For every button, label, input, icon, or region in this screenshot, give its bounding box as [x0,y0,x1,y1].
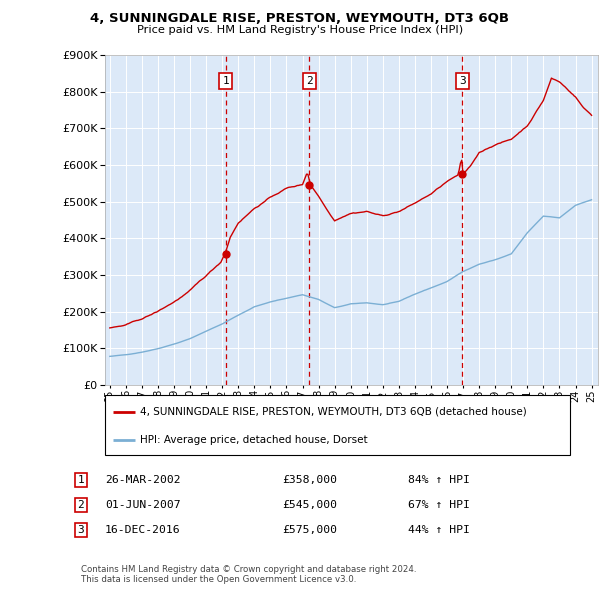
Text: Price paid vs. HM Land Registry's House Price Index (HPI): Price paid vs. HM Land Registry's House … [137,25,463,35]
Text: 2: 2 [306,76,313,86]
Text: 4, SUNNINGDALE RISE, PRESTON, WEYMOUTH, DT3 6QB: 4, SUNNINGDALE RISE, PRESTON, WEYMOUTH, … [91,12,509,25]
Text: 16-DEC-2016: 16-DEC-2016 [105,525,181,535]
Text: Contains HM Land Registry data © Crown copyright and database right 2024.
This d: Contains HM Land Registry data © Crown c… [81,565,416,584]
Text: 26-MAR-2002: 26-MAR-2002 [105,475,181,485]
Text: HPI: Average price, detached house, Dorset: HPI: Average price, detached house, Dors… [140,435,367,445]
Text: 1: 1 [223,76,229,86]
Text: 3: 3 [459,76,466,86]
Text: £575,000: £575,000 [282,525,337,535]
Text: 2: 2 [77,500,85,510]
Point [221,249,231,258]
Point [458,169,467,179]
Text: 4, SUNNINGDALE RISE, PRESTON, WEYMOUTH, DT3 6QB (detached house): 4, SUNNINGDALE RISE, PRESTON, WEYMOUTH, … [140,407,527,417]
Text: 3: 3 [77,525,85,535]
Text: 1: 1 [77,475,85,485]
Text: 44% ↑ HPI: 44% ↑ HPI [408,525,470,535]
Point [304,181,314,190]
Text: £358,000: £358,000 [282,475,337,485]
Text: £545,000: £545,000 [282,500,337,510]
FancyBboxPatch shape [105,395,570,455]
Text: 84% ↑ HPI: 84% ↑ HPI [408,475,470,485]
Text: 01-JUN-2007: 01-JUN-2007 [105,500,181,510]
Text: 67% ↑ HPI: 67% ↑ HPI [408,500,470,510]
